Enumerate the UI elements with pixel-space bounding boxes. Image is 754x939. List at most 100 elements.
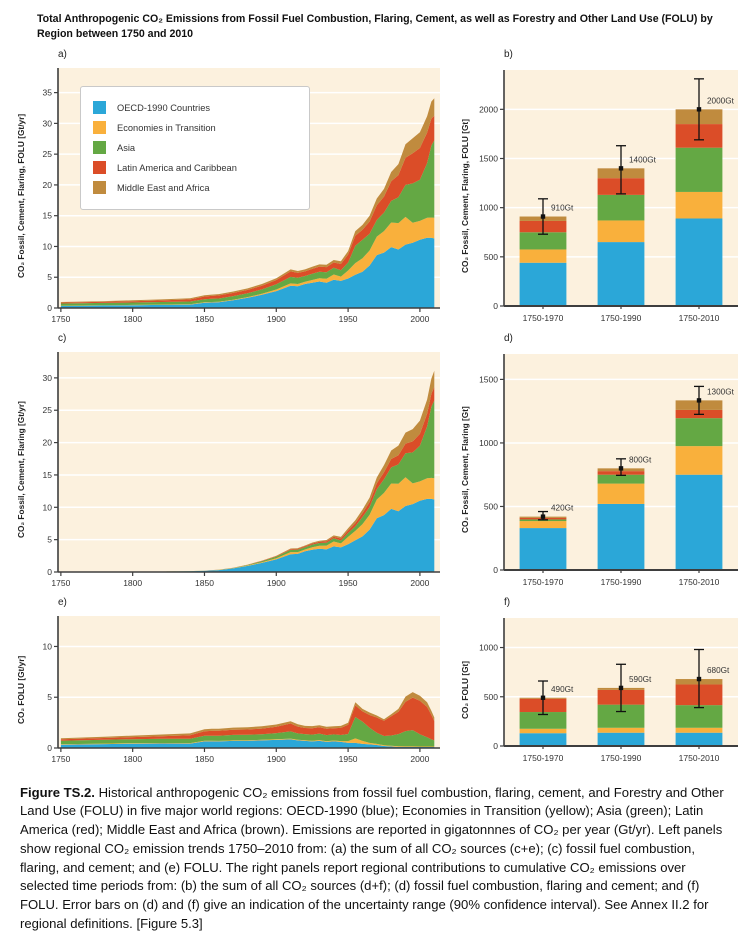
svg-text:500: 500 [484,251,498,261]
panel-d-y-axis-label: CO₂ Fossil, Cement, Flaring [Gt] [460,406,470,534]
panel-e: e) CO₂ FOLU [Gt/yr] 0 5 10 1750 1800 1850 1900… [14,596,450,770]
svg-text:1900: 1900 [267,754,286,764]
svg-text:1750-1970: 1750-1970 [523,313,564,323]
svg-text:20: 20 [43,437,53,447]
svg-text:1500: 1500 [479,153,498,163]
panel-a: a) CO₂ Fossil, Cement, Flaring, FOLU [Gt… [14,48,450,330]
svg-text:1850: 1850 [195,754,214,764]
svg-text:25: 25 [43,405,53,415]
panel-a-y-axis-label: CO₂ Fossil, Cement, Flaring, FOLU [Gt/yr… [16,113,26,278]
svg-text:1850: 1850 [195,578,214,588]
svg-text:30: 30 [43,118,53,128]
svg-text:30: 30 [43,373,53,383]
chart-f-folu-stacked-bars: 490Gt 590Gt 680Gt 0 500 1000 1750-1970 1750-199… [479,617,738,763]
svg-text:1950: 1950 [339,754,358,764]
svg-text:1800: 1800 [123,578,142,588]
panel-e-y-axis-label: CO₂ FOLU [Gt/yr] [16,655,26,724]
svg-text:10: 10 [43,502,53,512]
svg-text:0: 0 [493,565,498,575]
svg-text:590Gt: 590Gt [629,675,652,684]
panel-d-letter: d) [504,332,513,344]
svg-text:10: 10 [43,241,53,251]
svg-text:1800: 1800 [123,754,142,764]
svg-text:490Gt: 490Gt [551,684,574,693]
svg-text:15: 15 [43,470,53,480]
svg-text:1750-2010: 1750-2010 [679,313,720,323]
chart-e-folu-stacked-area: 0 5 10 1750 1800 1850 1900 1950 2000 [43,615,440,764]
svg-text:1000: 1000 [479,202,498,212]
svg-text:5: 5 [47,272,52,282]
svg-text:1000: 1000 [479,642,498,652]
svg-text:2000: 2000 [410,754,429,764]
legend-label: Middle East and Africa [117,182,210,193]
charts-grid: a) CO₂ Fossil, Cement, Flaring, FOLU [Gt… [14,48,754,772]
svg-text:1800: 1800 [123,314,142,324]
legend-swatch-asia-icon [93,141,106,155]
svg-text:25: 25 [43,149,53,159]
legend-swatch-oecd-icon [93,101,106,115]
panel-d: d) CO₂ Fossil, Cement, Flaring [Gt] 420G… [458,332,746,594]
figure-title: Total Anthropogenic CO₂ Emissions from F… [37,13,713,40]
svg-text:1950: 1950 [339,314,358,324]
panel-f: f) CO₂ FOLU [Gt] 490Gt 590Gt 680Gt 0 500 1000… [458,596,746,770]
svg-text:20: 20 [43,180,53,190]
svg-text:2000: 2000 [410,314,429,324]
svg-text:5: 5 [47,534,52,544]
svg-text:500: 500 [484,501,498,511]
chart-c-fossil-stacked-area: 0 5 10 15 20 25 30 1750 1800 1850 1900 1950 2000 [43,351,440,588]
legend-item-asia: Asia [93,138,297,158]
svg-text:35: 35 [43,87,53,97]
svg-text:1750-2010: 1750-2010 [679,753,720,763]
legend-swatch-lam-icon [93,161,106,175]
svg-text:1000: 1000 [479,438,498,448]
chart-b-total-stacked-bars: 910Gt 1400Gt 2000Gt 0 500 1000 1500 2000 1750-19… [479,69,738,323]
svg-text:1750: 1750 [51,578,70,588]
svg-text:1400Gt: 1400Gt [629,155,657,164]
panel-c-letter: c) [58,332,67,344]
svg-text:1900: 1900 [267,578,286,588]
legend-label: Asia [117,142,136,153]
figure-caption: Figure TS.2. Historical anthropogenic CO… [20,784,732,934]
legend-item-lam: Latin America and Caribbean [93,158,297,178]
panel-c-y-axis-label: CO₂ Fossil, Cement, Flaring [Gt/yr] [16,401,26,539]
svg-text:0: 0 [47,567,52,577]
legend-swatch-eit-icon [93,121,106,135]
svg-text:1750-1970: 1750-1970 [523,577,564,587]
figure-caption-text: Historical anthropogenic CO₂ emissions f… [20,784,724,931]
chart-d-fossil-stacked-bars: 420Gt 800Gt 1300Gt 0 500 1000 1500 1750-1970 175… [479,353,738,587]
svg-text:910Gt: 910Gt [551,203,574,212]
svg-text:2000: 2000 [479,104,498,114]
svg-text:5: 5 [47,692,52,702]
svg-text:1850: 1850 [195,314,214,324]
svg-text:500: 500 [484,691,498,701]
svg-text:0: 0 [493,301,498,311]
legend: OECD-1990 Countries Economies in Transit… [80,85,310,210]
svg-text:1900: 1900 [267,314,286,324]
svg-text:1750-1990: 1750-1990 [601,313,642,323]
panel-f-letter: f) [504,596,511,608]
svg-text:2000: 2000 [410,578,429,588]
svg-text:0: 0 [47,303,52,313]
svg-text:1950: 1950 [339,578,358,588]
svg-text:1300Gt: 1300Gt [707,387,735,396]
legend-label: Latin America and Caribbean [117,162,237,173]
svg-text:420Gt: 420Gt [551,503,574,512]
panel-e-letter: e) [58,596,67,608]
panel-b-y-axis-label: CO₂ Fossil, Cement, Flaring, FOLU [Gt] [460,118,470,273]
panel-f-y-axis-label: CO₂ FOLU [Gt] [460,660,470,719]
panel-c: c) CO₂ Fossil, Cement, Flaring [Gt/yr] 0… [14,332,450,594]
legend-item-eit: Economies in Transition [93,118,297,138]
svg-text:1750-1970: 1750-1970 [523,753,564,763]
svg-text:1750: 1750 [51,754,70,764]
svg-text:1750-1990: 1750-1990 [601,753,642,763]
svg-text:15: 15 [43,210,53,220]
svg-text:680Gt: 680Gt [707,666,730,675]
svg-text:800Gt: 800Gt [629,455,652,464]
panel-b: b) CO₂ Fossil, Cement, Flaring, FOLU [Gt… [458,48,746,330]
legend-label: Economies in Transition [117,122,216,133]
legend-label: OECD-1990 Countries [117,102,211,113]
legend-swatch-maf-icon [93,181,106,195]
svg-text:1750-2010: 1750-2010 [679,577,720,587]
svg-text:1750-1990: 1750-1990 [601,577,642,587]
figure-caption-label: Figure TS.2. [20,784,95,800]
